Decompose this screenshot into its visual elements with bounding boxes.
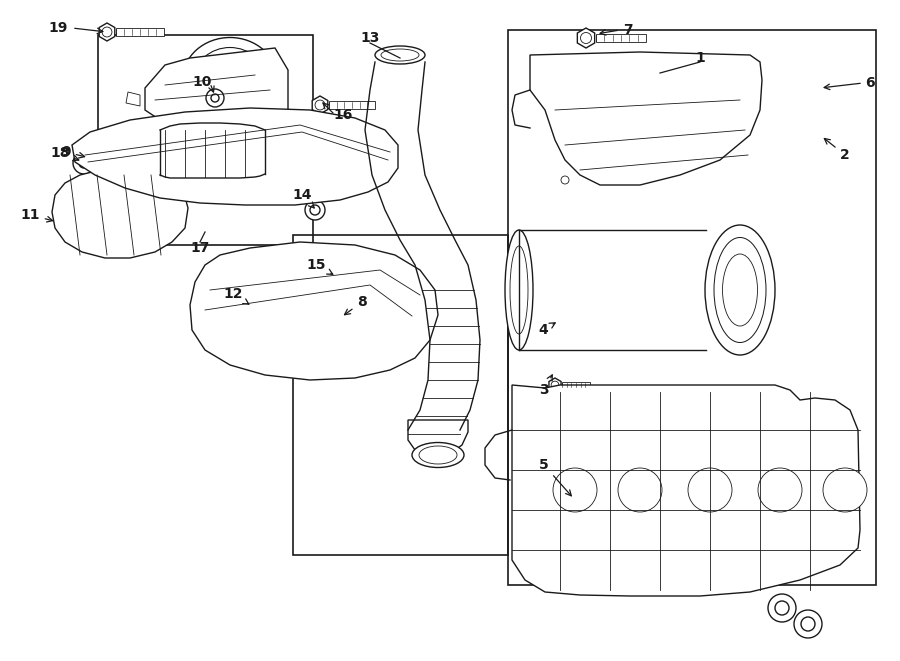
Circle shape xyxy=(551,381,559,389)
Circle shape xyxy=(79,158,89,168)
Text: 17: 17 xyxy=(190,241,210,255)
Ellipse shape xyxy=(510,246,528,334)
Circle shape xyxy=(310,205,320,215)
Polygon shape xyxy=(126,92,140,106)
Circle shape xyxy=(73,152,95,174)
Text: 13: 13 xyxy=(360,31,380,45)
Text: 9: 9 xyxy=(61,145,85,159)
Circle shape xyxy=(794,610,822,638)
Text: 6: 6 xyxy=(865,76,875,90)
Text: 4: 4 xyxy=(538,323,555,337)
Polygon shape xyxy=(577,28,595,48)
Polygon shape xyxy=(312,96,328,114)
Text: 5: 5 xyxy=(539,458,572,496)
Polygon shape xyxy=(99,23,115,41)
Polygon shape xyxy=(52,168,188,258)
Circle shape xyxy=(823,468,867,512)
Circle shape xyxy=(801,617,815,631)
Polygon shape xyxy=(596,34,646,42)
Text: 11: 11 xyxy=(20,208,52,222)
Circle shape xyxy=(758,468,802,512)
Text: 18: 18 xyxy=(50,146,79,161)
Polygon shape xyxy=(242,296,305,340)
Circle shape xyxy=(102,27,112,37)
Text: 8: 8 xyxy=(345,295,367,315)
Polygon shape xyxy=(512,385,860,596)
Polygon shape xyxy=(549,378,561,392)
Ellipse shape xyxy=(183,38,277,122)
Text: 14: 14 xyxy=(292,188,314,208)
Ellipse shape xyxy=(375,46,425,64)
Polygon shape xyxy=(302,265,335,296)
Polygon shape xyxy=(145,48,288,135)
Text: 2: 2 xyxy=(824,138,850,162)
Text: 15: 15 xyxy=(306,258,333,274)
Ellipse shape xyxy=(723,254,758,326)
Polygon shape xyxy=(116,28,164,36)
Ellipse shape xyxy=(714,237,766,342)
Circle shape xyxy=(768,594,796,622)
Ellipse shape xyxy=(412,442,464,467)
Text: 7: 7 xyxy=(623,23,633,37)
Bar xyxy=(293,235,508,555)
Circle shape xyxy=(775,601,789,615)
Circle shape xyxy=(206,89,224,107)
Circle shape xyxy=(561,176,569,184)
Circle shape xyxy=(580,32,591,44)
Bar xyxy=(98,35,313,245)
Text: 12: 12 xyxy=(223,287,248,304)
Bar xyxy=(508,30,876,585)
Ellipse shape xyxy=(381,49,419,61)
Ellipse shape xyxy=(243,307,257,329)
Circle shape xyxy=(553,468,597,512)
Ellipse shape xyxy=(419,446,457,464)
Polygon shape xyxy=(329,101,375,108)
Polygon shape xyxy=(562,382,590,388)
Ellipse shape xyxy=(705,225,775,355)
Ellipse shape xyxy=(205,58,255,102)
Ellipse shape xyxy=(194,48,266,112)
Text: 10: 10 xyxy=(192,75,211,89)
Circle shape xyxy=(315,100,325,110)
Text: 1: 1 xyxy=(695,51,705,65)
Circle shape xyxy=(305,200,325,220)
Polygon shape xyxy=(530,52,762,185)
Circle shape xyxy=(688,468,732,512)
Ellipse shape xyxy=(505,230,533,350)
Text: 19: 19 xyxy=(48,21,68,35)
Polygon shape xyxy=(72,108,398,205)
Text: 3: 3 xyxy=(539,375,553,397)
Circle shape xyxy=(618,468,662,512)
Text: 16: 16 xyxy=(333,108,353,122)
Polygon shape xyxy=(408,420,468,458)
Polygon shape xyxy=(190,242,438,380)
Circle shape xyxy=(211,94,219,102)
